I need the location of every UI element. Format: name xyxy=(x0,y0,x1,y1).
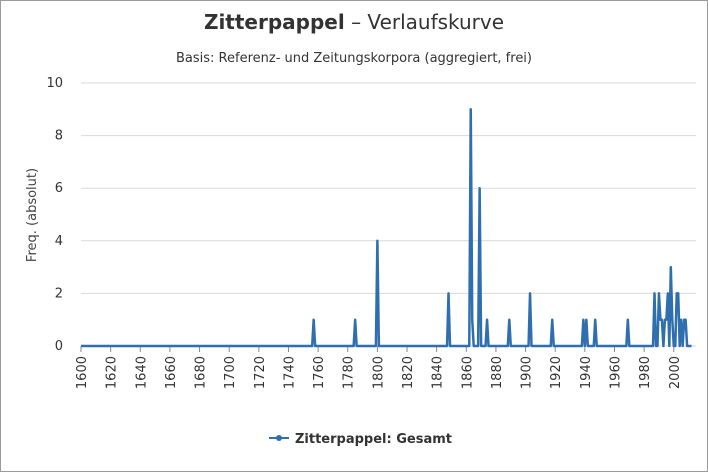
y-tick-label: 10 xyxy=(46,76,63,91)
legend-label: Zitterpappel: Gesamt xyxy=(295,432,452,447)
y-axis-label: Freq. (absolut) xyxy=(25,168,40,262)
legend[interactable]: Zitterpappel: Gesamt xyxy=(269,432,452,447)
x-tick-label: 1960 xyxy=(608,356,623,389)
chart-subtitle: Basis: Referenz- und Zeitungskorpora (ag… xyxy=(176,51,532,66)
gridlines xyxy=(81,82,696,347)
x-tick-label: 2000 xyxy=(668,356,683,389)
x-tick-label: 1980 xyxy=(638,356,653,389)
chart-title-term: Zitterpappel xyxy=(204,10,345,34)
x-tick-label: 1640 xyxy=(134,356,149,389)
x-tick-label: 1840 xyxy=(431,356,446,389)
x-tick-label: 1860 xyxy=(460,356,475,389)
x-tick-label: 1880 xyxy=(490,356,505,389)
chart-title-suffix: – Verlaufskurve xyxy=(345,10,504,34)
x-tick-label: 1720 xyxy=(253,356,268,389)
chart-title: Zitterpappel – Verlaufskurve xyxy=(204,10,504,34)
x-tick-label: 1740 xyxy=(282,356,297,389)
x-tick-label: 1800 xyxy=(371,356,386,389)
x-tick-label: 1620 xyxy=(105,356,120,389)
x-tick-label: 1680 xyxy=(194,356,209,389)
y-tick-label: 8 xyxy=(55,129,63,144)
x-tick-label: 1940 xyxy=(579,356,594,389)
x-tick-label: 1760 xyxy=(312,356,327,389)
x-tick-label: 1920 xyxy=(549,356,564,389)
x-tick-label: 1660 xyxy=(164,356,179,389)
y-axis-ticks: 0 2 4 6 8 10 xyxy=(46,76,63,354)
x-tick-label: 1700 xyxy=(223,356,238,389)
x-tick-label: 1820 xyxy=(401,356,416,389)
x-tick-label: 1780 xyxy=(342,356,357,389)
y-tick-label: 6 xyxy=(55,181,63,196)
x-tick-label: 1600 xyxy=(75,356,90,389)
x-axis-ticks: 1600 1620 1640 1660 1680 1700 1720 1740 1760 1780… xyxy=(75,346,683,389)
y-tick-label: 4 xyxy=(55,234,63,249)
y-tick-label: 0 xyxy=(55,339,63,354)
series-layer xyxy=(81,108,692,348)
x-tick-label: 1900 xyxy=(520,356,535,389)
y-tick-label: 2 xyxy=(55,286,63,301)
legend-marker-icon xyxy=(276,435,282,441)
series-line[interactable] xyxy=(81,108,692,348)
